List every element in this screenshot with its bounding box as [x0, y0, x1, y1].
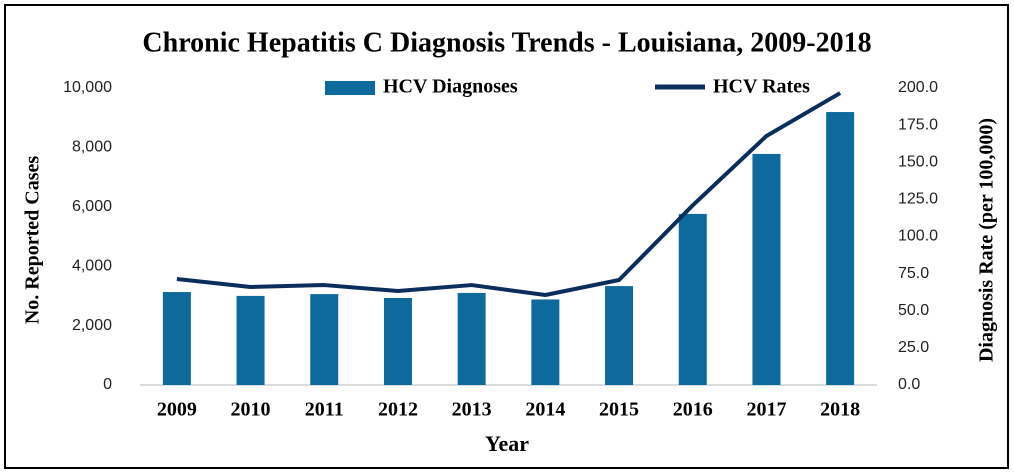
- x-tick-label: 2012: [378, 399, 418, 421]
- legend-label: HCV Rates: [713, 76, 810, 98]
- x-tick-label: 2014: [525, 399, 565, 421]
- x-tick-label: 2016: [673, 399, 713, 421]
- y2-tick-label: 50.0: [898, 302, 929, 319]
- bar: [531, 299, 560, 385]
- x-tick-label: 2009: [157, 399, 197, 421]
- y2-tick-label: 100.0: [898, 228, 938, 245]
- x-tick-label: 2013: [452, 399, 492, 421]
- bar: [678, 213, 707, 385]
- y-tick-label: 4,000: [72, 257, 112, 274]
- y2-axis-title: Diagnosis Rate (per 100,000): [976, 118, 998, 362]
- bar: [310, 294, 339, 385]
- y2-tick-label: 25.0: [898, 339, 929, 356]
- y2-tick-label: 150.0: [898, 153, 938, 170]
- y2-tick-label: 0.0: [898, 376, 920, 393]
- y-tick-label: 0: [103, 376, 112, 393]
- chart-title: Chronic Hepatitis C Diagnosis Trends - L…: [142, 27, 871, 58]
- bar: [162, 292, 191, 385]
- x-tick-label: 2010: [231, 399, 271, 421]
- y-axis-title: No. Reported Cases: [22, 156, 44, 325]
- y-tick-label: 10,000: [63, 79, 112, 96]
- bar: [457, 292, 486, 385]
- bar: [605, 286, 634, 385]
- y-tick-label: 6,000: [72, 198, 112, 215]
- y2-tick-label: 125.0: [898, 191, 938, 208]
- y2-tick-label: 175.0: [898, 116, 938, 133]
- y2-tick-label: 200.0: [898, 79, 938, 96]
- bar: [826, 112, 855, 385]
- legend-label: HCV Diagnoses: [383, 76, 518, 98]
- x-tick-label: 2011: [305, 399, 344, 421]
- legend-swatch: [325, 81, 375, 95]
- x-tick-label: 2018: [820, 399, 860, 421]
- x-axis-title: Year: [485, 431, 529, 456]
- x-tick-label: 2017: [746, 399, 786, 421]
- bar: [383, 297, 412, 385]
- x-tick-label: 2015: [599, 399, 639, 421]
- line: [176, 91, 842, 298]
- y2-tick-label: 75.0: [898, 265, 929, 282]
- y-tick-label: 8,000: [72, 139, 112, 156]
- bar: [236, 295, 265, 385]
- y-tick-label: 2,000: [72, 317, 112, 334]
- bar: [752, 153, 781, 385]
